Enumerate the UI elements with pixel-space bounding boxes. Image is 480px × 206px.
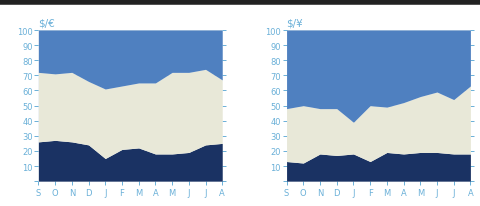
Text: $/€: $/€	[38, 19, 55, 29]
Text: $/¥: $/¥	[287, 19, 303, 29]
